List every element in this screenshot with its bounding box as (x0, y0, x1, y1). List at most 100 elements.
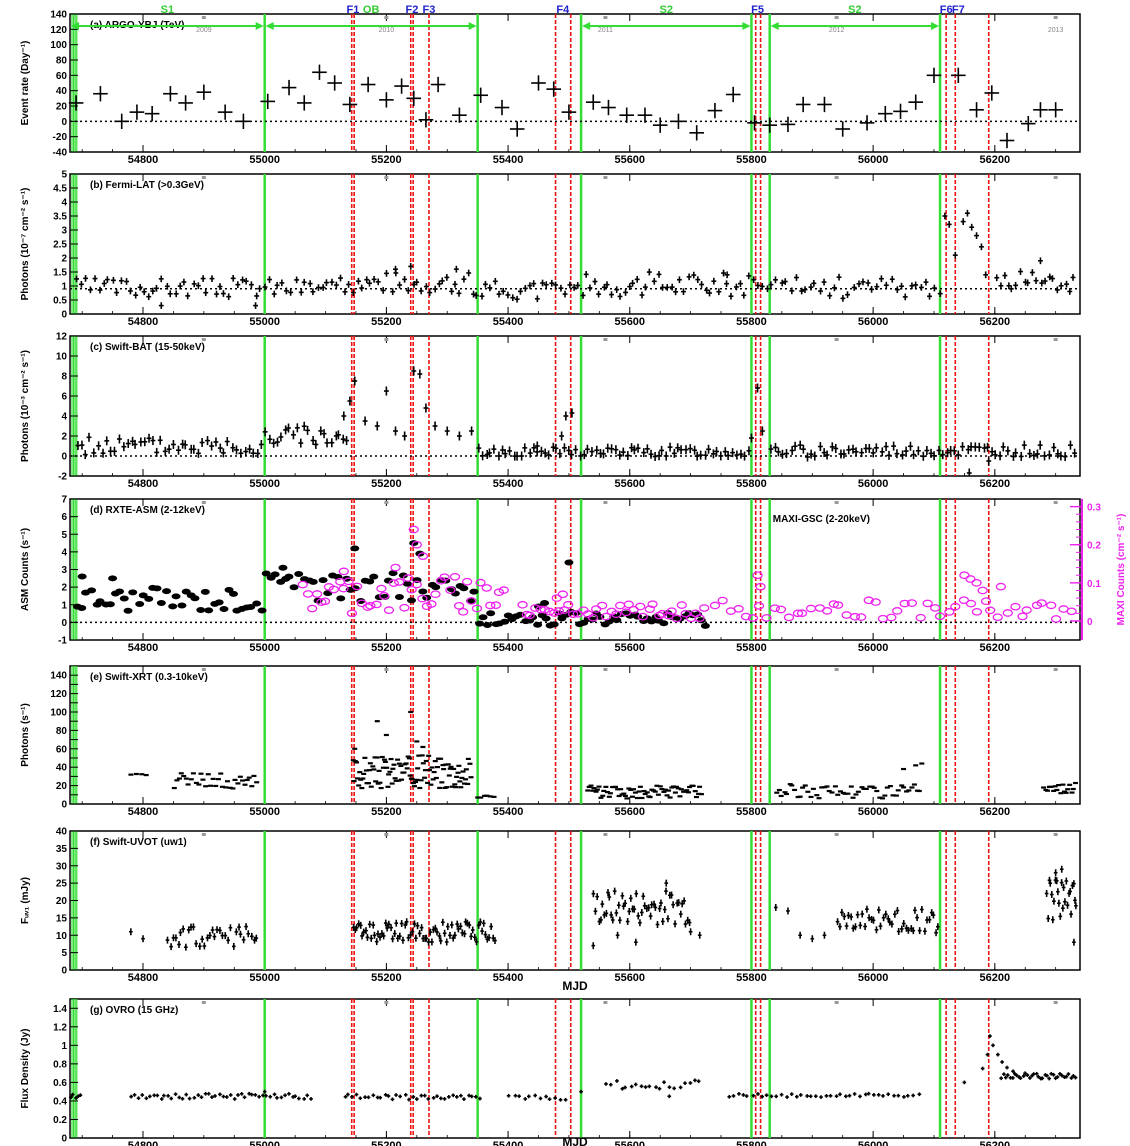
maxi-data-point (870, 598, 881, 606)
y-tick-label: 2 (61, 432, 67, 443)
flare-label: F2 (406, 4, 419, 16)
x-tick-label: 56000 (858, 806, 889, 818)
panel-f: 54800 55000 55200 55400 55600 55800 56000 56200… (20, 827, 1081, 984)
maxi-data-point (365, 601, 376, 610)
x-tick-label: 55800 (736, 154, 767, 166)
data-point (108, 575, 118, 582)
maxi-data-point (587, 613, 599, 622)
data-point (369, 573, 379, 580)
y-tick-label: 0.8 (53, 1059, 67, 1070)
panel-g: 54800 55000 55200 55400 55600 55800 56000 56200… (20, 998, 1081, 1146)
data-point (270, 571, 280, 578)
maxi-data-point (906, 599, 918, 607)
maxi-data-point (390, 563, 401, 572)
maxi-data-point (417, 594, 428, 603)
maxi-data-point (747, 614, 759, 622)
y-tick-label: 10 (56, 931, 68, 942)
data-point (162, 588, 172, 595)
maxi-data-point (600, 612, 612, 621)
maxi-tick-label: 0.1 (1087, 579, 1101, 590)
x-tick-label: 55200 (371, 316, 402, 328)
data-point (171, 593, 181, 600)
x-tick-label: 56200 (980, 1140, 1011, 1146)
y-axis-label: Fᵤᵥ₁ (mJy) (20, 877, 31, 924)
maxi-data-point (1046, 601, 1057, 610)
x-tick-label: 55000 (249, 478, 280, 490)
maxi-data-point (475, 578, 486, 587)
y-tick-label: 20 (56, 781, 68, 792)
maxi-data-point (886, 613, 897, 622)
y-tick-label: 5 (61, 530, 67, 541)
maxi-data-point (856, 613, 867, 621)
x-tick-label: 55400 (493, 316, 524, 328)
year-label: 2013 (1048, 27, 1064, 34)
data-point (246, 604, 256, 611)
data-point (200, 588, 210, 595)
y-tick-label: 80 (56, 726, 68, 737)
y-tick-label: -20 (53, 132, 68, 143)
maxi-data-point (995, 582, 1007, 591)
y-tick-label: 20 (56, 102, 68, 113)
maxi-data-point (567, 610, 579, 619)
y-tick-label: 35 (56, 844, 68, 855)
maxi-data-point (563, 600, 574, 609)
data-point (418, 588, 428, 595)
maxi-data-point (647, 600, 658, 609)
year-marker (1053, 501, 1058, 504)
maxi-data-point (666, 607, 677, 616)
data-point (350, 545, 360, 552)
year-marker (834, 501, 839, 504)
data-point (700, 622, 710, 629)
y-tick-label: 40 (56, 763, 68, 774)
maxi-data-point (535, 605, 546, 614)
data-point (214, 599, 224, 606)
maxi-data-point (430, 590, 441, 599)
maxi-data-point (755, 582, 766, 591)
year-marker (834, 668, 839, 671)
x-axis-title: MJD (562, 1135, 588, 1146)
flare-label: F3 (423, 4, 436, 16)
maxi-data-point (371, 600, 382, 609)
maxi-data-point (676, 601, 687, 609)
maxi-data-point (709, 601, 721, 610)
period-label: S2 (660, 4, 673, 16)
y-tick-label: 100 (50, 40, 67, 51)
year-marker (834, 833, 839, 836)
y-tick-label: 1.4 (53, 1004, 67, 1015)
maxi-data-point (408, 525, 419, 534)
data-point (152, 585, 162, 592)
data-point (257, 607, 267, 614)
data-point (289, 584, 299, 591)
maxi-data-point (663, 611, 674, 620)
y-tick-label: 0 (61, 800, 67, 811)
year-label: 2011 (598, 27, 613, 34)
maxi-data-point (694, 614, 705, 623)
x-tick-label: 55600 (614, 316, 645, 328)
data-point (533, 621, 543, 628)
maxi-data-point (1036, 599, 1047, 607)
y-tick-label: 0 (61, 117, 67, 128)
maxi-data-point (828, 600, 839, 608)
maxi-data-point (863, 596, 874, 605)
maxi-data-point (877, 614, 889, 623)
year-marker (384, 501, 389, 504)
x-tick-label: 55800 (736, 478, 767, 490)
maxi-data-point (319, 597, 331, 606)
data-point (228, 590, 238, 597)
y-axis-label: Photons (10⁻³ cm⁻² s⁻¹) (20, 350, 31, 462)
maxi-data-point (775, 605, 787, 614)
data-point (541, 615, 551, 622)
maxi-data-point (699, 604, 710, 612)
panel-b: 54800 55000 55200 55400 55600 55800 56000 56200… (20, 170, 1081, 328)
x-tick-label: 55200 (371, 642, 402, 654)
maxi-data-point (402, 574, 414, 582)
data-point (659, 620, 669, 627)
maxi-data-point (832, 601, 844, 609)
maxi-data-point (614, 601, 626, 610)
maxi-data-point (740, 612, 752, 621)
maxi-data-point (805, 604, 817, 613)
data-point (168, 603, 178, 610)
maxi-data-point (733, 604, 744, 613)
y-tick-label: 60 (56, 744, 68, 755)
plot-frame (69, 13, 1081, 153)
